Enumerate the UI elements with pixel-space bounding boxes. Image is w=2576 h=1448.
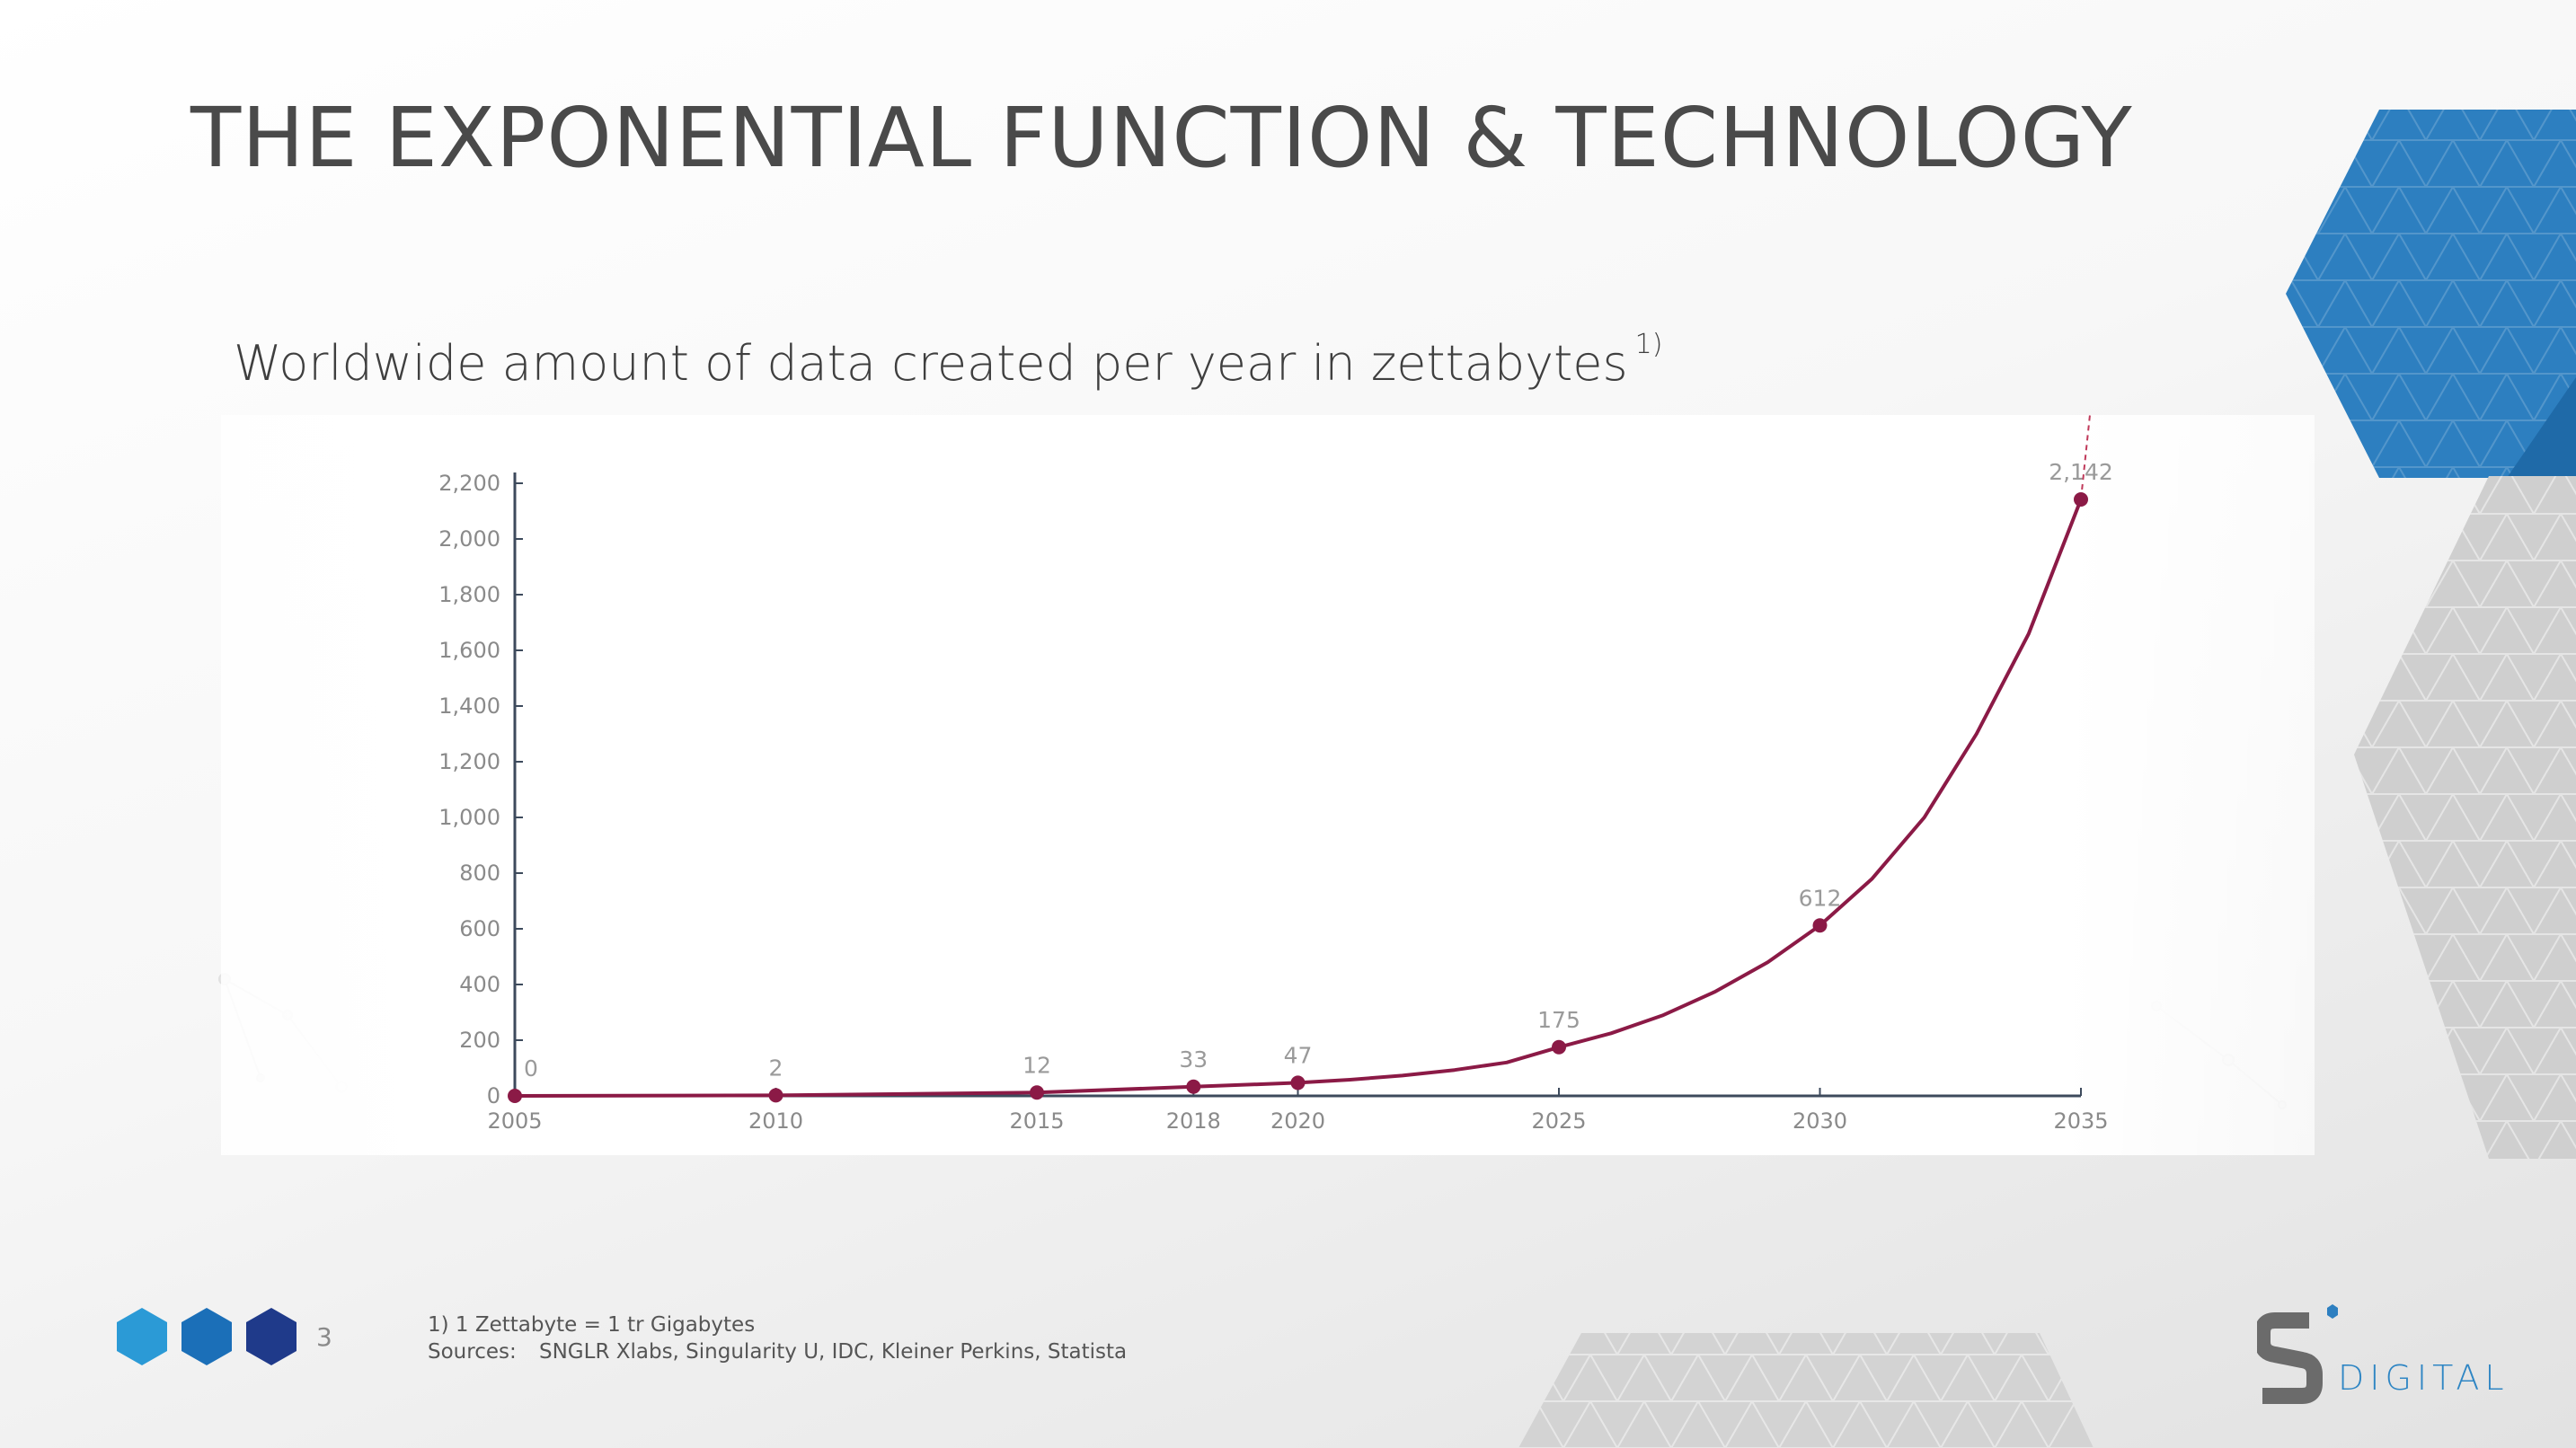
y-tick-label: 400 — [459, 972, 500, 997]
data-labels: 0 2 12 33 47 175 612 2,142 — [524, 459, 2113, 1082]
y-tick-label: 1,000 — [438, 805, 500, 830]
data-label: 175 — [1537, 1007, 1580, 1033]
chart-subtitle-text: Worldwide amount of data created per yea… — [234, 335, 1628, 392]
data-point — [1552, 1039, 1566, 1055]
data-point — [768, 1088, 783, 1103]
x-tick-label: 2035 — [2053, 1108, 2108, 1134]
page-number: 3 — [316, 1322, 332, 1352]
y-tick-label: 1,400 — [438, 693, 500, 719]
y-tick-label: 1,200 — [438, 749, 500, 774]
y-tick-label: 200 — [459, 1028, 500, 1053]
x-tick-label: 2005 — [487, 1108, 542, 1134]
extrapolation-dashed-line — [2080, 415, 2091, 500]
y-tick-label: 0 — [487, 1083, 500, 1108]
x-tick-label: 2015 — [1009, 1108, 1064, 1134]
hexagon-mid-blue-icon — [181, 1308, 232, 1365]
data-label: 47 — [1284, 1042, 1313, 1068]
hexagon-dark-blue-icon — [246, 1308, 297, 1365]
data-label: 0 — [524, 1055, 538, 1082]
logo-wordmark: DIGITAL — [2338, 1358, 2510, 1398]
data-point — [1186, 1079, 1201, 1094]
blue-hexagon-banner — [2286, 110, 2576, 478]
data-label: 612 — [1799, 885, 1842, 911]
x-tick-label: 2018 — [1166, 1108, 1221, 1134]
data-point — [508, 1089, 522, 1103]
x-tick-label: 2025 — [1531, 1108, 1586, 1134]
data-point — [1290, 1075, 1306, 1090]
sources-text: SNGLR Xlabs, Singularity U, IDC, Kleiner… — [539, 1340, 1128, 1364]
y-axis: 0 200 400 600 800 1,000 1,200 1,400 1,600 1,800 2,… — [438, 471, 523, 1108]
series-line — [514, 499, 2083, 1098]
y-tick-label: 2,000 — [438, 526, 500, 552]
x-tick-label: 2030 — [1793, 1108, 1847, 1134]
y-tick-label: 1,800 — [438, 582, 500, 607]
footnote: 1) 1 Zettabyte = 1 tr Gigabytes — [428, 1313, 756, 1337]
line-chart: 0 200 400 600 800 1,000 1,200 1,400 1,600 1,800 2,… — [438, 415, 2113, 1134]
x-tick-label: 2010 — [748, 1108, 803, 1134]
y-tick-label: 1,600 — [438, 638, 500, 663]
data-label: 2,142 — [2049, 459, 2113, 485]
chart-panel: 0 200 400 600 800 1,000 1,200 1,400 1,600 1,800 2,… — [221, 415, 2315, 1155]
sources-label: Sources: — [428, 1340, 517, 1364]
series-data-volume — [508, 415, 2091, 1103]
footnote-marker: 1) — [1634, 329, 1663, 360]
x-axis: 2005 2010 2015 2018 2020 2025 2030 2035 — [487, 1088, 2109, 1134]
hexagon-light-blue-icon — [117, 1308, 167, 1365]
y-tick-label: 800 — [459, 861, 500, 886]
chart-subtitle: Worldwide amount of data created per yea… — [234, 329, 1662, 392]
data-point — [2074, 491, 2088, 507]
data-label: 12 — [1022, 1052, 1051, 1078]
x-tick-label: 2020 — [1270, 1108, 1325, 1134]
y-tick-label: 2,200 — [438, 471, 500, 496]
slide-title: THE EXPONENTIAL FUNCTION & TECHNOLOGY — [190, 90, 2133, 186]
grey-hexagon-bottom — [1518, 1333, 2094, 1448]
data-point — [1030, 1085, 1044, 1100]
data-label: 2 — [769, 1055, 783, 1081]
y-tick-label: 600 — [459, 916, 500, 941]
s-digital-logo-icon — [2257, 1304, 2338, 1404]
grey-hexagon-right — [2354, 476, 2576, 1159]
data-point — [1812, 918, 1828, 933]
data-label: 33 — [1179, 1046, 1208, 1073]
sources-line: Sources: SNGLR Xlabs, Singularity U, IDC,… — [428, 1340, 1127, 1364]
